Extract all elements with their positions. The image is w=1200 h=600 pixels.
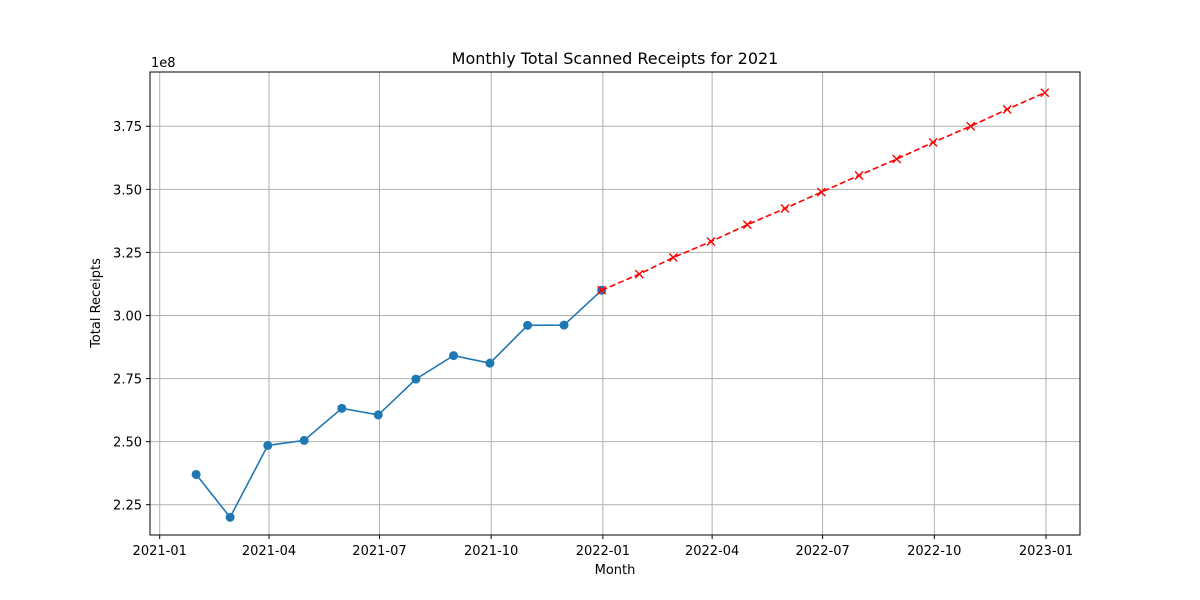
data-point xyxy=(706,237,716,247)
x-axis-title: Month xyxy=(595,563,636,578)
y-tick-label: 2.50 xyxy=(113,436,142,451)
y-tick-label: 2.25 xyxy=(113,499,142,514)
data-point xyxy=(225,512,235,522)
x-tick-label: 2022-04 xyxy=(685,544,739,559)
y-tick-label: 3.75 xyxy=(113,120,142,135)
plot-frame xyxy=(149,71,1081,536)
grid xyxy=(150,72,1080,535)
x-tick-label: 2021-10 xyxy=(464,544,518,559)
y-tick-label: 2.75 xyxy=(113,373,142,388)
x-tick-label: 2021-07 xyxy=(352,544,406,559)
chart-title: Monthly Total Scanned Receipts for 2021 xyxy=(452,49,779,68)
y-axis-title: Total Receipts xyxy=(89,258,104,349)
series-1 xyxy=(191,285,607,522)
x-tick-label: 2023-01 xyxy=(1019,544,1073,559)
x-tick-label: 2021-01 xyxy=(133,544,187,559)
x-tick-label: 2022-07 xyxy=(795,544,849,559)
data-point xyxy=(263,440,273,450)
data-point xyxy=(634,269,644,279)
data-point xyxy=(191,469,201,479)
y-tick-label: 3.00 xyxy=(113,309,142,324)
data-point xyxy=(373,410,383,420)
data-point xyxy=(742,220,752,230)
series-layer xyxy=(191,88,1050,522)
y-axis: 2.25 2.50 2.75 3.00 3.25 3.50 3.75 xyxy=(113,120,150,514)
data-point xyxy=(299,435,309,445)
series-line xyxy=(601,91,1046,292)
data-point xyxy=(854,170,864,180)
x-axis: 2021-01 2021-04 2021-07 2021-10 2022-01 2022-… xyxy=(133,535,1073,559)
data-point xyxy=(523,320,533,330)
y-tick-label: 3.50 xyxy=(113,183,142,198)
series-2 xyxy=(597,88,1050,295)
x-tick-label: 2022-10 xyxy=(907,544,961,559)
x-tick-label: 2021-04 xyxy=(242,544,296,559)
data-point xyxy=(559,320,569,330)
data-point xyxy=(1002,104,1012,114)
data-point xyxy=(337,403,347,413)
data-point xyxy=(597,285,607,295)
data-point xyxy=(966,121,976,131)
data-point xyxy=(449,351,459,361)
y-tick-label: 3.25 xyxy=(113,246,142,261)
data-point xyxy=(816,187,826,197)
data-point xyxy=(411,374,421,384)
data-point xyxy=(485,358,495,368)
series-line xyxy=(195,289,603,519)
data-point xyxy=(668,252,678,262)
y-offset-label: 1e8 xyxy=(151,56,176,71)
data-point xyxy=(1040,88,1050,98)
data-point xyxy=(892,154,902,164)
x-tick-label: 2022-01 xyxy=(576,544,630,559)
data-point xyxy=(928,137,938,147)
data-point xyxy=(780,204,790,213)
